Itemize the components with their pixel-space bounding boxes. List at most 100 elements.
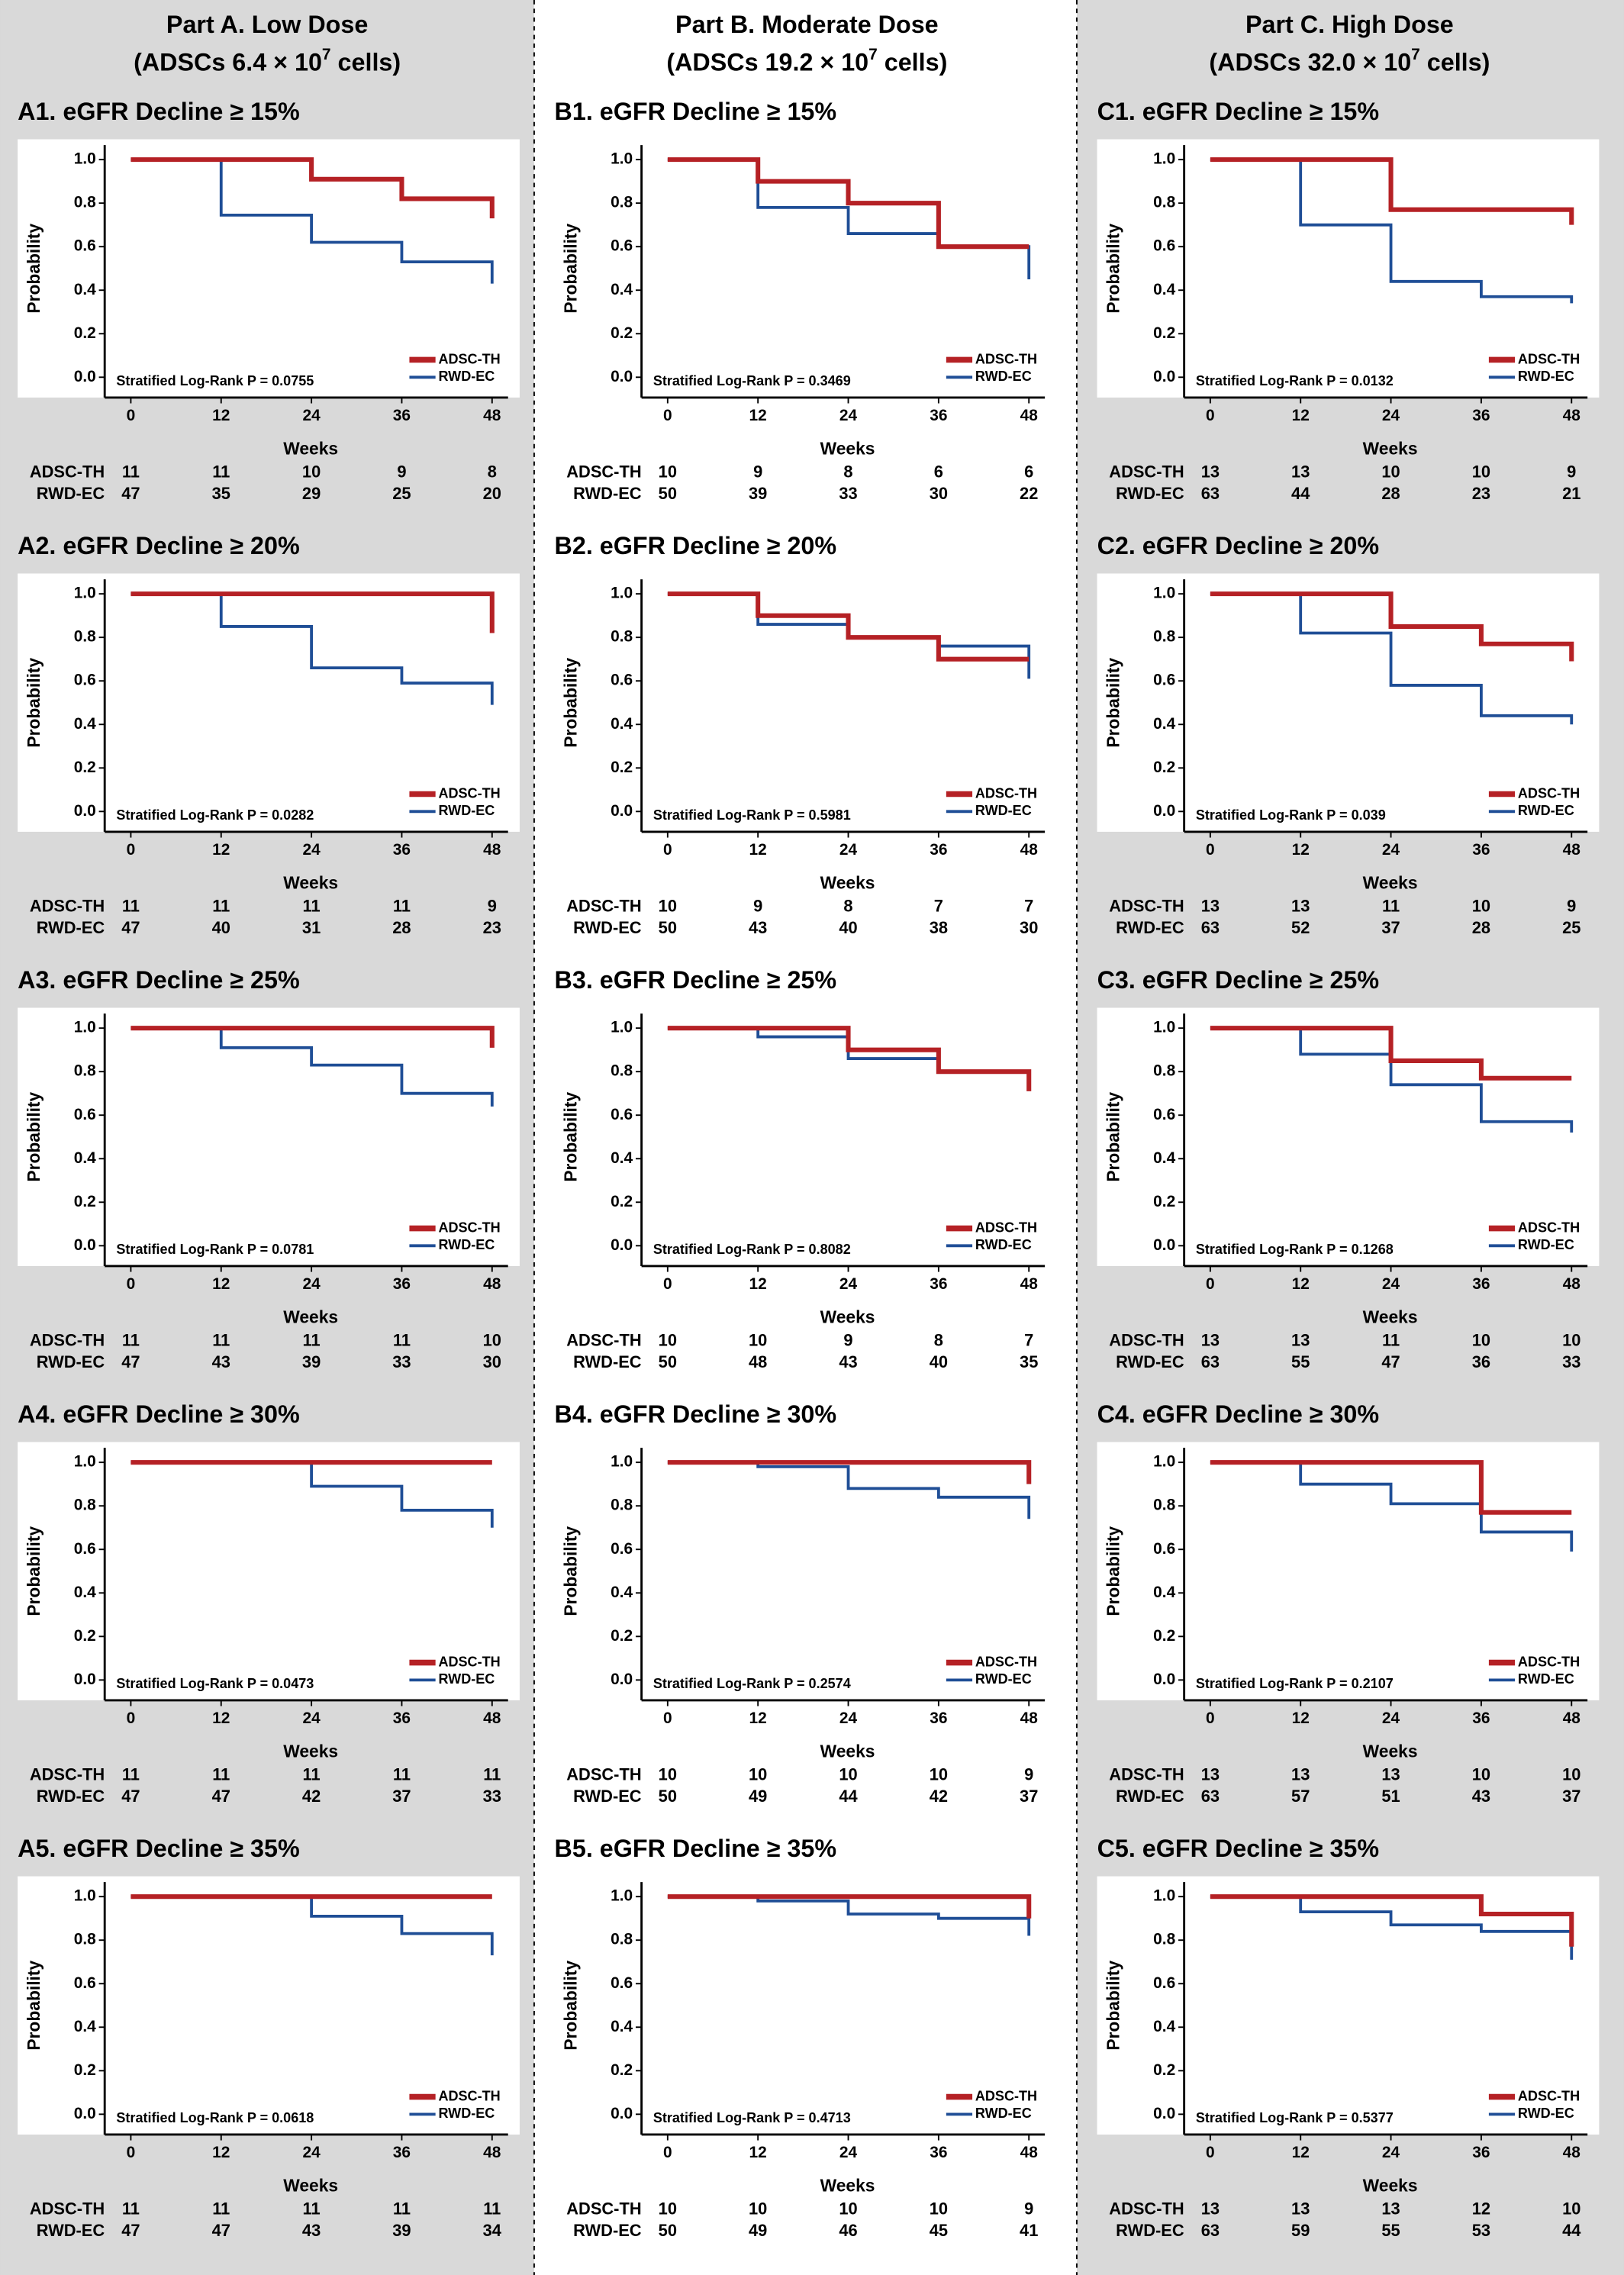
at-risk-count: 8: [488, 462, 497, 482]
annotation: Stratified Log-Rank P = 0.5981: [653, 807, 851, 823]
x-axis-label: Weeks: [283, 872, 338, 892]
y-tick-label: 0.0: [1153, 368, 1175, 385]
survival-curve: [1210, 1895, 1574, 1960]
at-risk-count: 35: [212, 484, 230, 503]
at-risk-count: 37: [1562, 1787, 1580, 1806]
legend-label: RWD-EC: [1518, 369, 1574, 384]
at-risk-count: 11: [122, 897, 140, 916]
x-tick-label: 36: [930, 1275, 947, 1293]
at-risk-count: 7: [1024, 1331, 1033, 1350]
at-risk-count: 10: [930, 2199, 948, 2219]
at-risk-count: 11: [303, 897, 321, 916]
at-risk-count: 9: [1567, 897, 1576, 916]
legend-label: RWD-EC: [975, 2106, 1032, 2121]
at-risk-count: 13: [1291, 1331, 1310, 1350]
risk-row-label: RWD-EC: [573, 918, 642, 937]
survival-curve: [1210, 591, 1574, 662]
x-tick-label: 0: [127, 407, 136, 424]
x-tick-label: 12: [212, 407, 230, 424]
panel-title: C5. eGFR Decline ≥ 35%: [1097, 1835, 1380, 1862]
column-subtitle: (ADSCs 6.4 × 107 cells): [134, 46, 401, 76]
legend-label: ADSC-TH: [438, 1220, 500, 1235]
annotation: Stratified Log-Rank P = 0.0282: [116, 807, 314, 823]
at-risk-count: 13: [1381, 2199, 1400, 2219]
y-tick-label: 0.6: [1153, 237, 1175, 255]
at-risk-count: 39: [302, 1352, 321, 1371]
at-risk-count: 44: [1562, 2221, 1581, 2240]
survival-curve: [1210, 1894, 1574, 1947]
x-tick-label: 0: [127, 1709, 136, 1727]
y-tick-label: 0.8: [611, 1497, 633, 1514]
at-risk-count: 11: [483, 2199, 501, 2219]
at-risk-count: 25: [1562, 918, 1580, 937]
at-risk-count: 28: [1472, 918, 1490, 937]
risk-row-label: RWD-EC: [573, 1787, 642, 1806]
risk-row-label: RWD-EC: [37, 484, 105, 503]
at-risk-count: 47: [121, 1352, 140, 1371]
annotation: Stratified Log-Rank P = 0.1268: [1196, 1242, 1394, 1257]
at-risk-count: 30: [1020, 918, 1038, 937]
at-risk-count: 10: [659, 462, 677, 482]
survival-curve: [130, 1026, 495, 1048]
x-tick-label: 0: [1206, 407, 1215, 424]
column-title: Part B. Moderate Dose: [675, 11, 939, 38]
y-axis-label: Probability: [24, 1961, 44, 2051]
at-risk-count: 11: [393, 1331, 411, 1350]
x-axis-label: Weeks: [1363, 1741, 1418, 1761]
legend-label: ADSC-TH: [438, 1654, 500, 1669]
x-tick-label: 48: [483, 1709, 501, 1727]
at-risk-count: 10: [839, 1765, 857, 1784]
survival-curve: [1210, 1026, 1572, 1081]
at-risk-count: 30: [930, 484, 948, 503]
survival-curve: [130, 1026, 494, 1107]
y-tick-label: 0.6: [611, 672, 633, 689]
at-risk-count: 11: [212, 1765, 230, 1784]
at-risk-count: 10: [749, 1331, 767, 1350]
annotation: Stratified Log-Rank P = 0.039: [1196, 807, 1386, 823]
at-risk-count: 48: [749, 1352, 767, 1371]
x-tick-label: 24: [1382, 1709, 1400, 1727]
x-tick-label: 36: [393, 1275, 411, 1293]
y-tick-label: 0.4: [611, 1149, 633, 1167]
legend-label: RWD-EC: [975, 803, 1032, 818]
at-risk-count: 47: [212, 1787, 230, 1806]
y-tick-label: 1.0: [74, 1453, 96, 1471]
y-tick-label: 0.4: [611, 715, 633, 733]
risk-row-label: RWD-EC: [37, 1787, 105, 1806]
risk-row-label: RWD-EC: [1116, 2221, 1184, 2240]
at-risk-count: 46: [839, 2221, 857, 2240]
x-tick-label: 48: [1020, 407, 1038, 424]
y-tick-label: 0.4: [611, 1584, 633, 1601]
x-axis-label: Weeks: [283, 1741, 338, 1761]
at-risk-count: 49: [749, 2221, 767, 2240]
x-tick-label: 48: [1563, 841, 1580, 859]
legend-label: RWD-EC: [975, 1671, 1032, 1687]
x-tick-label: 36: [393, 407, 411, 424]
at-risk-count: 9: [397, 462, 406, 482]
y-tick-label: 0.6: [74, 1974, 96, 1992]
plot-background: [18, 573, 520, 832]
y-tick-label: 1.0: [611, 585, 633, 602]
y-tick-label: 0.8: [74, 194, 96, 211]
at-risk-count: 50: [659, 918, 677, 937]
x-tick-label: 36: [1472, 1275, 1490, 1293]
at-risk-count: 33: [483, 1787, 501, 1806]
x-axis-label: Weeks: [283, 1307, 338, 1326]
at-risk-count: 11: [212, 462, 230, 482]
y-axis-label: Probability: [1103, 1092, 1123, 1182]
column-subtitle: (ADSCs 32.0 × 107 cells): [1209, 46, 1490, 76]
y-tick-label: 0.2: [1153, 2061, 1175, 2079]
legend-label: ADSC-TH: [975, 2088, 1037, 2103]
at-risk-count: 40: [212, 918, 230, 937]
x-tick-label: 36: [393, 841, 411, 859]
at-risk-count: 11: [122, 462, 140, 482]
y-tick-label: 0.2: [611, 2061, 633, 2079]
at-risk-count: 10: [659, 1331, 677, 1350]
panel-title: B5. eGFR Decline ≥ 35%: [555, 1835, 837, 1862]
x-tick-label: 24: [839, 407, 858, 424]
legend-label: RWD-EC: [438, 1671, 495, 1687]
at-risk-count: 9: [753, 462, 762, 482]
y-tick-label: 0.0: [611, 368, 633, 385]
at-risk-count: 9: [488, 897, 497, 916]
